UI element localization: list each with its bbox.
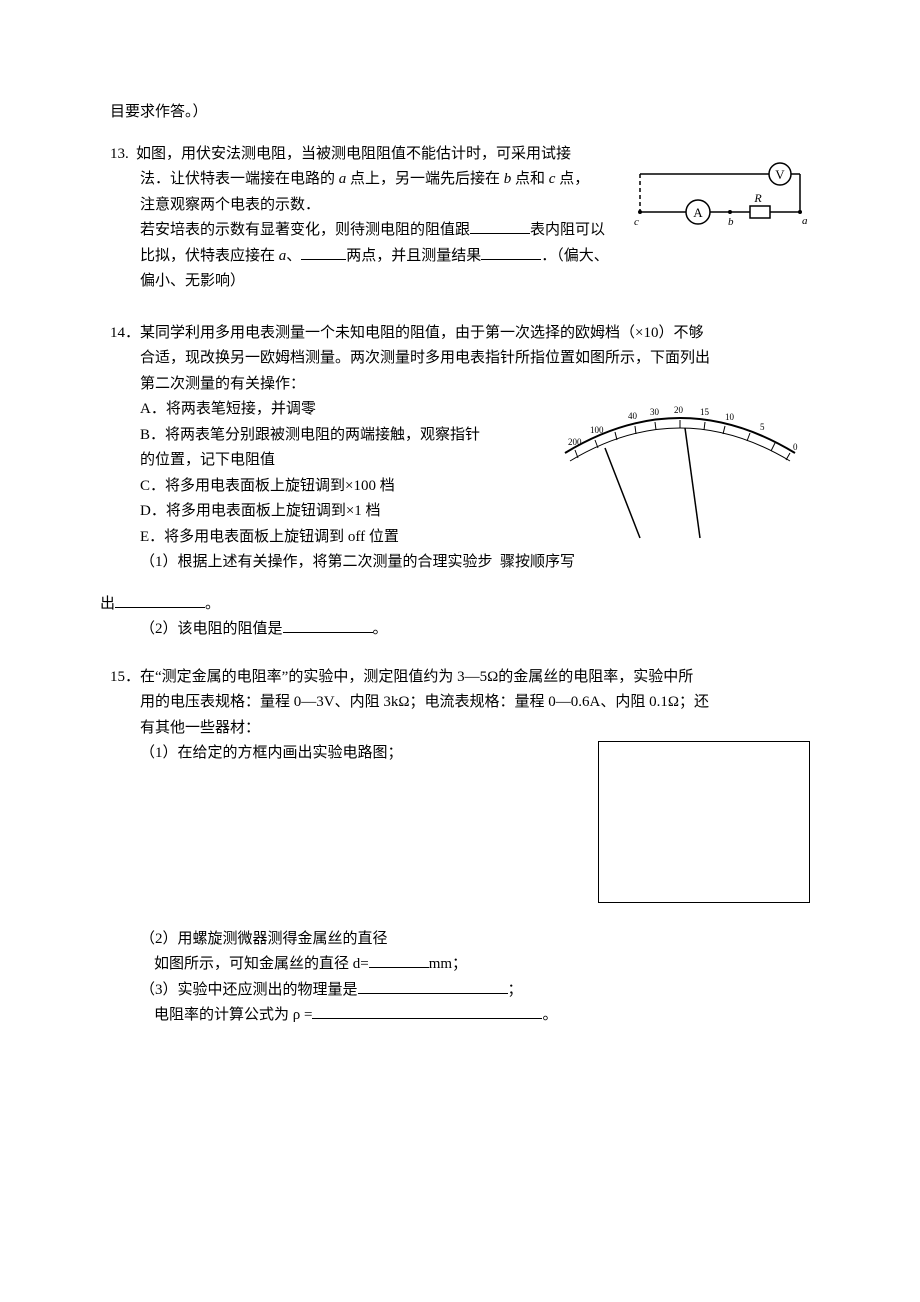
question-15: 15．在“测定金属的电阻率”的实验中，测定阻值约为 3—5Ω的金属丝的电阻率，实…	[110, 665, 810, 1029]
q15-intro-row: 15．在“测定金属的电阻率”的实验中，测定阻值约为 3—5Ω的金属丝的电阻率，实…	[110, 665, 810, 691]
tick-20: 20	[674, 405, 684, 415]
q14-out: 出	[100, 596, 115, 612]
q13-l5c: 两点，并且测量结果	[346, 248, 481, 264]
q14-optC: C．将多用电表面板上旋钮调到×100 档	[140, 474, 532, 500]
q13-circuit-figure: R A V a b c	[630, 142, 810, 295]
q13-text-block: 13.如图，用伏安法测电阻，当被测电阻阻值不能估计时，可采用试接 法．让伏特表一…	[110, 142, 610, 295]
q14-intro: 14．某同学利用多用电表测量一个未知电阻的阻值，由于第一次选择的欧姆档（×10）…	[110, 321, 810, 347]
q15-s3-l2a: 电阻率的计算公式为 ρ =	[154, 1007, 312, 1023]
q15-s1: （1）在给定的方框内画出实验电路图；	[140, 745, 403, 761]
q14-body: 合适，现改换另一欧姆档测量。两次测量时多用电表指针所指位置如图所示，下面列出 第…	[110, 346, 810, 576]
blank-4	[115, 592, 205, 608]
blank-7	[358, 978, 508, 994]
q14-number: 14．	[110, 321, 140, 347]
q13-l4a: 若安培表的示数有显著变化，则待测电阻的阻值跟	[140, 222, 470, 238]
blank-8	[312, 1003, 542, 1019]
q13-l5b: 、	[286, 248, 301, 264]
q14-sub1-wrap: （1）根据上述有关操作，将第二次测量的合理实验步 骤按顺序写	[110, 550, 810, 576]
q13-number: 13.	[110, 142, 136, 168]
q13-line6: 偏小、无影响）	[110, 269, 610, 295]
node-b: b	[728, 216, 734, 228]
q14-sub1a: （1）根据上述有关操作，将第二次测量的合理实验步	[140, 554, 493, 570]
q14-optA: A．将两表笔短接，并调零	[140, 397, 532, 423]
q13-line3: 注意观察两个电表的示数．	[110, 193, 610, 219]
question-13: 13.如图，用伏安法测电阻，当被测电阻阻值不能估计时，可采用试接 法．让伏特表一…	[110, 142, 810, 295]
q13-l5a: 比拟，伏特表应接在	[140, 248, 279, 264]
q14-sub1-row: （1）根据上述有关操作，将第二次测量的合理实验步 骤按顺序写	[110, 550, 810, 576]
q13-l4b: 表内阻可以	[530, 222, 605, 238]
q15-s2-l2a: 如图所示，可知金属丝的直径 d=	[154, 956, 369, 972]
node-c: c	[634, 216, 639, 228]
blank-2	[301, 244, 346, 260]
tick-5: 5	[760, 422, 765, 432]
q13-line5: 比拟，伏特表应接在 a、两点，并且测量结果．（偏大、	[110, 244, 610, 270]
carryover-fragment: 目要求作答。）	[110, 100, 810, 126]
q14-sub2: （2）该电阻的阻值是 。	[110, 617, 810, 643]
q15-s3-l2: 电阻率的计算公式为 ρ = 。	[140, 1003, 810, 1029]
q15-s3-l1a: （3）实验中还应测出的物理量是	[140, 982, 358, 998]
q14-options: A．将两表笔短接，并调零 B．将两表笔分别跟被测电阻的两端接触，观察指针 的位置…	[140, 397, 532, 550]
q15-i2: 用的电压表规格：量程 0—3V、内阻 3kΩ；电流表规格：量程 0—0.6A、内…	[110, 690, 810, 716]
blank-3	[481, 244, 541, 260]
circuit-svg: R A V a b c	[630, 162, 810, 232]
carryover-text: 目要求作答。）	[110, 104, 208, 120]
q15-s3-l2b: 。	[542, 1007, 557, 1023]
question-14: 14．某同学利用多用电表测量一个未知电阻的阻值，由于第一次选择的欧姆档（×10）…	[110, 321, 810, 576]
q13-l2d: 点，	[555, 171, 589, 187]
label-A: A	[693, 205, 703, 220]
q13-l2c: 点和	[511, 171, 549, 187]
tick-10: 10	[725, 412, 735, 422]
q14-meter-figure: 200 100 40 30 20 15 10 5 0	[550, 397, 810, 550]
q15-s1-text: （1）在给定的方框内画出实验电路图；	[140, 741, 568, 767]
q14-optB2: 的位置，记下电阻值	[140, 448, 532, 474]
node-a: a	[802, 215, 808, 227]
q13-l5d: ．（偏大、	[541, 248, 609, 264]
q13-l1: 如图，用伏安法测电阻，当被测电阻阻值不能估计时，可采用试接	[136, 146, 571, 162]
q14-sub2a: （2）该电阻的阻值是	[140, 621, 283, 637]
needle-right	[685, 428, 700, 538]
q15-s2-l2b: mm；	[429, 956, 467, 972]
needle-left	[605, 448, 640, 538]
tick-0: 0	[793, 442, 798, 452]
q15-s2: （2）用螺旋测微器测得金属丝的直径 如图所示，可知金属丝的直径 d= mm；	[110, 927, 810, 978]
q13-l2b: 点上，另一端先后接在	[346, 171, 504, 187]
q15-i1: 在“测定金属的电阻率”的实验中，测定阻值约为 3—5Ω的金属丝的电阻率，实验中所	[140, 669, 693, 685]
blank-5	[283, 617, 373, 633]
q13-l2a: 法．让伏特表一端接在电路的	[140, 171, 339, 187]
q15-circuit-box-wrap	[598, 741, 810, 913]
q13-line4: 若安培表的示数有显著变化，则待测电阻的阻值跟 表内阻可以	[110, 218, 610, 244]
q15-s2-l2: 如图所示，可知金属丝的直径 d= mm；	[140, 952, 810, 978]
q14-i1: 某同学利用多用电表测量一个未知电阻的阻值，由于第一次选择的欧姆档（×10）不够	[140, 325, 703, 341]
q15-s3: （3）实验中还应测出的物理量是 ； 电阻率的计算公式为 ρ = 。	[110, 978, 810, 1029]
q15-circuit-box	[598, 741, 810, 903]
tick-100: 100	[590, 425, 604, 435]
q14-sub2b: 。	[373, 621, 388, 637]
q14-i3: 第二次测量的有关操作：	[140, 372, 810, 398]
q13-line1: 13.如图，用伏安法测电阻，当被测电阻阻值不能估计时，可采用试接	[110, 142, 610, 168]
q14-out-line: 出。	[100, 592, 810, 618]
q15-row1: （1）在给定的方框内画出实验电路图；	[110, 741, 810, 913]
tick-200: 200	[568, 437, 582, 447]
q15-i3: 有其他一些器材：	[110, 716, 810, 742]
q15-s3-l1b: ；	[508, 982, 523, 998]
tick-40: 40	[628, 411, 638, 421]
q15-number: 15．	[110, 665, 140, 691]
label-V: V	[775, 167, 785, 182]
q14-sub1b: 骤按顺序写	[500, 554, 575, 570]
blank-6	[369, 952, 429, 968]
q14-period: 。	[205, 596, 220, 612]
ohmmeter-svg: 200 100 40 30 20 15 10 5 0	[550, 403, 810, 543]
q14-optB1: B．将两表笔分别跟被测电阻的两端接触，观察指针	[140, 423, 532, 449]
q13-line2: 法．让伏特表一端接在电路的 a 点上，另一端先后接在 b 点和 c 点，	[110, 167, 610, 193]
q14-optD: D．将多用电表面板上旋钮调到×1 档	[140, 499, 532, 525]
blank-1	[470, 218, 530, 234]
label-R: R	[753, 191, 762, 205]
q15-s3-l1: （3）实验中还应测出的物理量是 ；	[140, 978, 810, 1004]
tick-30: 30	[650, 407, 660, 417]
q14-options-wrap: A．将两表笔短接，并调零 B．将两表笔分别跟被测电阻的两端接触，观察指针 的位置…	[140, 397, 810, 550]
q14-i2: 合适，现改换另一欧姆档测量。两次测量时多用电表指针所指位置如图所示，下面列出	[140, 346, 810, 372]
tick-15: 15	[700, 407, 710, 417]
q15-s2-l1: （2）用螺旋测微器测得金属丝的直径	[140, 927, 810, 953]
q14-optE: E．将多用电表面板上旋钮调到 off 位置	[140, 525, 532, 551]
